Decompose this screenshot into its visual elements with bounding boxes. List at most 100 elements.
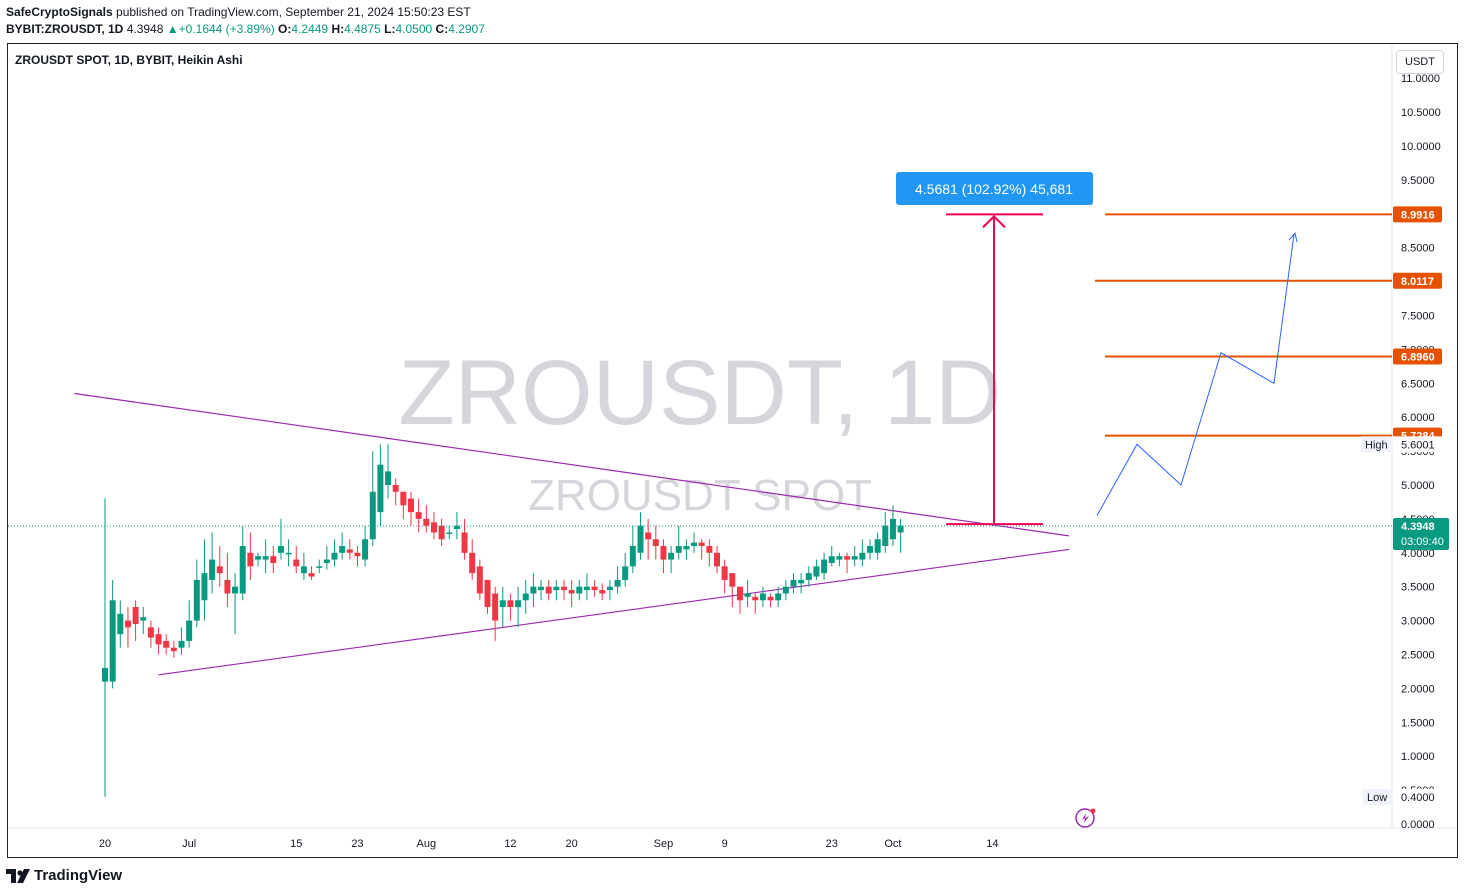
price-axis[interactable]: 0.00000.50001.00001.50002.00002.50003.00… (1401, 73, 1441, 831)
watermark-main: ZROUSDT, 1D (398, 342, 1001, 444)
y-tick-label: 2.5000 (1401, 650, 1435, 662)
candle-body (522, 593, 529, 601)
axis-labels: 8.99168.01176.89605.7284High5.6001Low0.4… (1361, 206, 1449, 805)
change-arrow-icon: ▲ (166, 22, 179, 36)
candle-body (178, 640, 185, 648)
candle-body (339, 546, 346, 553)
publish-info: published on TradingView.com, September … (112, 5, 471, 19)
low-value: 4.0500 (395, 22, 433, 36)
level-price-tag (1393, 348, 1442, 365)
candle-body (736, 586, 743, 601)
x-tick-label: 20 (566, 838, 578, 850)
candle-body (683, 546, 690, 550)
candle-body (668, 552, 675, 560)
high-tag-label: High (1365, 439, 1388, 451)
candle-body (170, 647, 177, 652)
candle-body (775, 593, 782, 601)
candle-body (362, 539, 369, 560)
level-price-label: 8.0117 (1401, 276, 1434, 288)
candle-body (660, 546, 667, 560)
candle-body (201, 573, 208, 601)
candle-body (729, 573, 736, 587)
candle-body (622, 566, 629, 580)
candle-body (606, 586, 613, 591)
currency-button[interactable]: USDT (1396, 50, 1444, 74)
open-label: O: (278, 22, 292, 36)
target-levels (1095, 213, 1392, 437)
candle-body (828, 556, 835, 563)
level-price-label: 6.8960 (1401, 351, 1435, 363)
replay-icon[interactable] (1075, 808, 1096, 828)
y-tick-label: 1.0000 (1401, 751, 1435, 763)
high-label: H: (331, 22, 345, 36)
projection-arrow-icon (1288, 232, 1298, 243)
y-tick-label: 9.5000 (1401, 175, 1435, 187)
triangle-lower-line (158, 548, 1069, 676)
x-tick-label: 9 (722, 838, 728, 850)
candle-body (232, 586, 239, 594)
candle-body (614, 579, 621, 587)
candle-body (698, 542, 705, 547)
x-tick-label: Oct (884, 838, 901, 850)
candle-body (714, 552, 720, 567)
candle-body (392, 485, 399, 492)
y-tick-label: 11.0000 (1401, 73, 1440, 85)
candle-body (836, 556, 843, 560)
x-tick-label: 23 (351, 838, 363, 850)
candle-body (270, 556, 277, 563)
candle-body (744, 593, 751, 597)
candle-body (874, 539, 881, 553)
watermark-sub: ZROUSDT SPOT (528, 471, 872, 520)
y-tick-label: 4.0000 (1401, 548, 1435, 560)
tradingview-logo[interactable]: TradingView (6, 867, 122, 884)
candle-body (851, 556, 858, 560)
y-tick-label: 6.0000 (1401, 412, 1435, 424)
candle-body (492, 593, 499, 621)
level-price-tag (1393, 206, 1442, 223)
candle-body (293, 559, 300, 567)
candle-body (798, 579, 805, 584)
candle-body (859, 552, 866, 560)
measure-tool: 4.5681 (102.92%) 45,681 (896, 172, 1093, 526)
candle-body (568, 590, 575, 594)
candle-body (882, 525, 889, 547)
candle-body (583, 586, 590, 591)
open-value: 4.2449 (291, 22, 329, 36)
y-tick-label: 6.5000 (1401, 378, 1435, 390)
close-value: 4.2907 (448, 22, 485, 36)
y-tick-label: 1.5000 (1401, 717, 1435, 729)
y-tick-label: 3.0000 (1401, 616, 1435, 628)
candle-body (331, 552, 338, 560)
candle-body (377, 464, 384, 513)
last-value: 4.3948 (126, 22, 164, 36)
candle-body (423, 518, 430, 526)
candle-body (408, 498, 414, 513)
countdown-label: 03:09:40 (1401, 536, 1444, 548)
candle-body (591, 586, 598, 591)
last-price-tag (1393, 518, 1449, 551)
candle-body (790, 579, 797, 587)
candle-body (561, 586, 567, 591)
x-tick-label: 23 (826, 838, 838, 850)
time-axis[interactable]: 20 Jul 15 23 Aug 12 20 Sep 9 23 Oct 14 (99, 838, 999, 850)
candle-body (499, 600, 506, 608)
candle-body (530, 586, 537, 594)
brand-name: TradingView (34, 867, 123, 884)
level-price-label: 8.9916 (1401, 209, 1435, 221)
candle-body (821, 559, 828, 574)
candle-body (400, 491, 407, 506)
x-tick-label: Jul (182, 838, 196, 850)
candle-body (300, 566, 307, 574)
y-tick-label: 5.0000 (1401, 480, 1435, 492)
candle-body (124, 620, 131, 628)
chart-frame (7, 43, 1458, 858)
triangle-pattern (74, 392, 1069, 676)
candle-body (415, 512, 422, 519)
candle-body (239, 546, 246, 594)
publisher-name[interactable]: SafeCryptoSignals (6, 5, 113, 19)
candle-body (186, 620, 193, 641)
candle-body (277, 546, 284, 553)
y-tick-label: 3.5000 (1401, 582, 1435, 594)
high-tag-value: 5.6001 (1401, 439, 1435, 451)
